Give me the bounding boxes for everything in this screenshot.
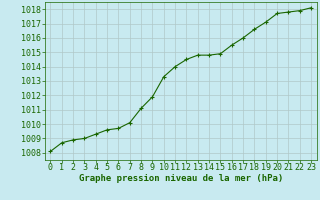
X-axis label: Graphe pression niveau de la mer (hPa): Graphe pression niveau de la mer (hPa) xyxy=(79,174,283,183)
